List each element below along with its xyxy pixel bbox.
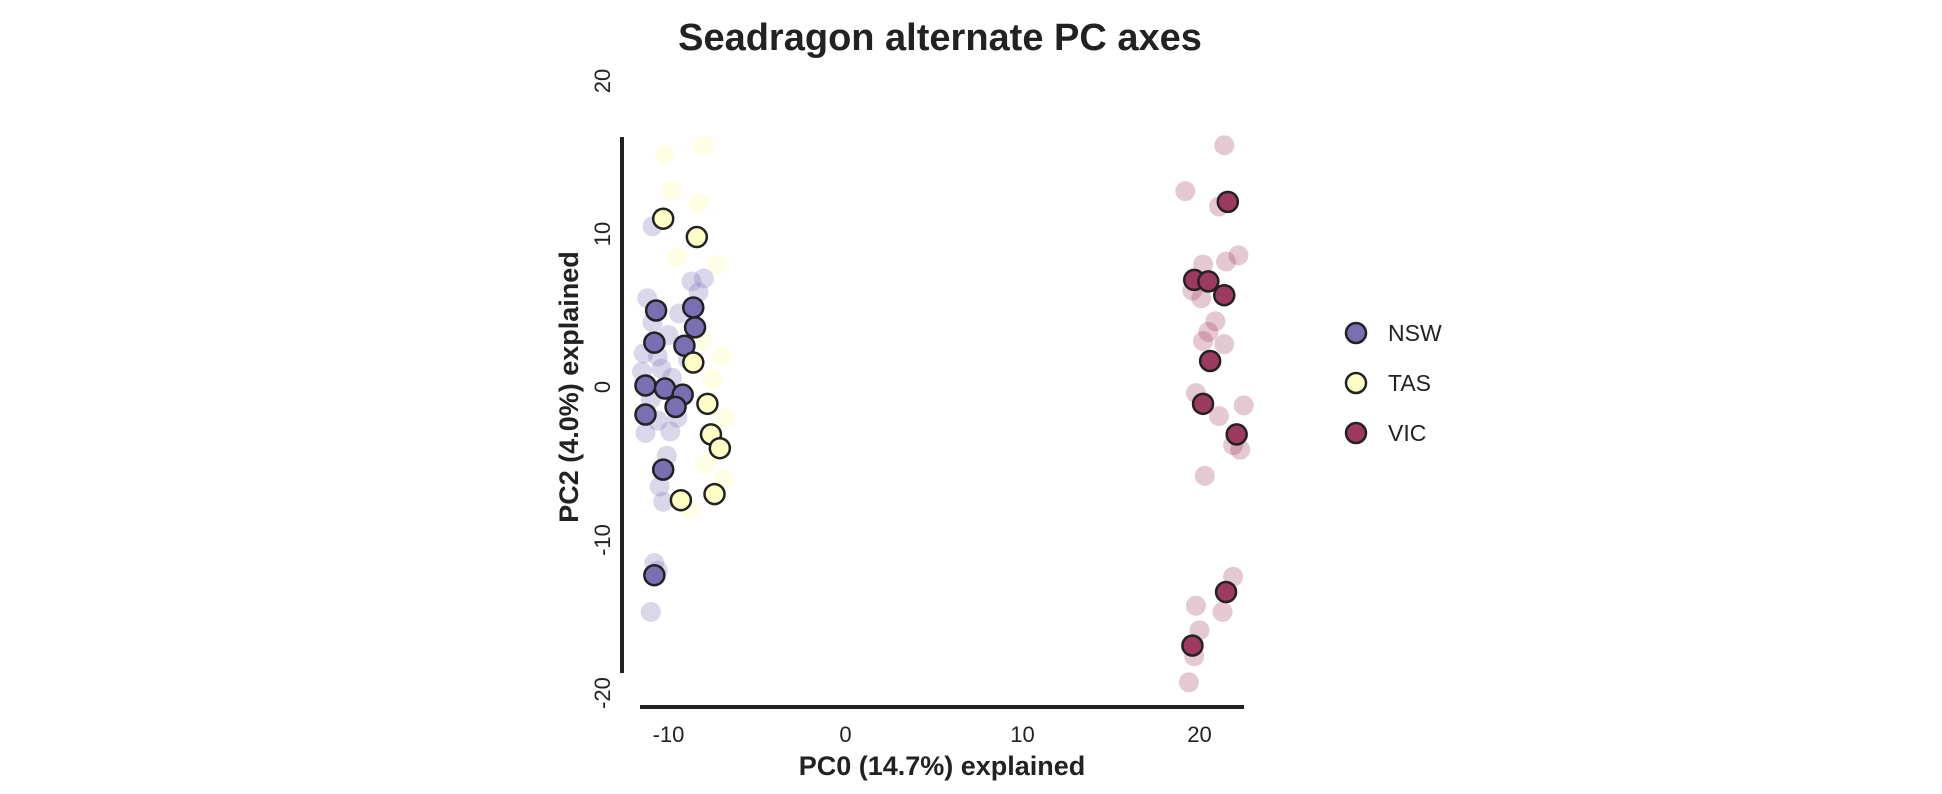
highlighted-point-layer (634, 190, 1248, 657)
axes: -10 0 10 20 -20 -10 0 10 20 (590, 69, 1244, 747)
faded-point-nsw (640, 601, 661, 622)
point-nsw (664, 395, 687, 419)
faded-point-tas (711, 346, 732, 367)
point-vic (1198, 349, 1222, 373)
point-nsw (644, 299, 668, 322)
point-nsw (682, 296, 705, 319)
chart-title: Seadragon alternate PC axes (678, 17, 1202, 59)
point-vic (1214, 580, 1238, 604)
faded-point-tas (708, 254, 729, 275)
point-tas (696, 392, 719, 416)
point-vic (1181, 634, 1204, 657)
point-nsw (643, 331, 666, 354)
faded-point-layer (631, 135, 1254, 693)
point-nsw (651, 458, 675, 481)
faded-point-nsw (635, 422, 656, 443)
point-nsw (634, 403, 657, 426)
legend: NSW TAS VIC (1344, 320, 1442, 446)
legend-marker-vic (1344, 421, 1368, 445)
faded-point-vic (1205, 311, 1226, 332)
faded-point-vic (1185, 595, 1206, 616)
legend-label-nsw: NSW (1388, 320, 1442, 346)
faded-point-tas (693, 135, 714, 156)
point-vic (1216, 190, 1240, 214)
legend-marker-nsw (1344, 321, 1368, 345)
point-tas (685, 225, 709, 249)
y-tick-label: 10 (590, 222, 615, 246)
faded-point-vic (1191, 288, 1212, 309)
faded-point-vic (1228, 245, 1249, 266)
faded-point-vic (1194, 465, 1215, 486)
faded-point-tas (695, 453, 716, 474)
x-axis-label: PC0 (14.7%) explained (799, 751, 1086, 781)
faded-point-vic (1178, 672, 1199, 693)
point-nsw (634, 374, 657, 397)
faded-point-tas (715, 407, 736, 428)
point-vic (1191, 392, 1215, 416)
y-tick-label: 20 (590, 69, 615, 93)
faded-point-tas (662, 181, 683, 202)
point-vic (1213, 283, 1236, 307)
faded-point-tas (654, 144, 675, 165)
x-tick-label: -10 (653, 722, 685, 747)
y-axis-label: PC2 (4.0%) explained (554, 251, 584, 523)
faded-point-vic (1208, 406, 1229, 427)
faded-point-vic (1214, 334, 1235, 355)
faded-point-nsw (649, 476, 670, 497)
point-tas (682, 351, 705, 374)
point-vic (1225, 423, 1248, 446)
legend-marker-tas (1344, 371, 1368, 395)
faded-point-nsw (651, 358, 672, 379)
x-tick-label: 10 (1010, 722, 1034, 747)
faded-point-vic (1233, 395, 1254, 416)
faded-point-vic (1212, 601, 1233, 622)
faded-point-nsw (693, 268, 714, 289)
y-tick-label: 0 (590, 381, 615, 393)
faded-point-vic (1193, 331, 1214, 352)
faded-point-vic (1214, 135, 1235, 156)
point-vic (1197, 270, 1220, 293)
point-tas (703, 482, 726, 506)
y-tick-labels: -20 -10 0 10 20 (590, 69, 615, 709)
y-tick-label: -10 (590, 524, 615, 556)
legend-label-tas: TAS (1388, 370, 1431, 396)
faded-point-vic (1175, 181, 1196, 202)
legend-label-vic: VIC (1388, 420, 1426, 446)
point-tas (708, 436, 732, 460)
y-tick-label: -20 (590, 677, 615, 709)
faded-point-tas (688, 193, 709, 214)
faded-point-nsw (660, 421, 681, 442)
faded-point-nsw (681, 271, 702, 292)
point-tas (669, 488, 693, 512)
point-tas (651, 207, 675, 230)
point-nsw (683, 316, 707, 339)
faded-point-tas (667, 246, 688, 267)
x-tick-labels: -10 0 10 20 (653, 722, 1212, 747)
faded-point-vic (1216, 251, 1237, 272)
faded-point-nsw (653, 491, 674, 512)
x-tick-label: 0 (839, 722, 851, 747)
point-nsw (643, 563, 666, 587)
faded-point-vic (1198, 321, 1219, 342)
faded-point-tas (702, 369, 723, 390)
x-tick-label: 20 (1187, 722, 1211, 747)
